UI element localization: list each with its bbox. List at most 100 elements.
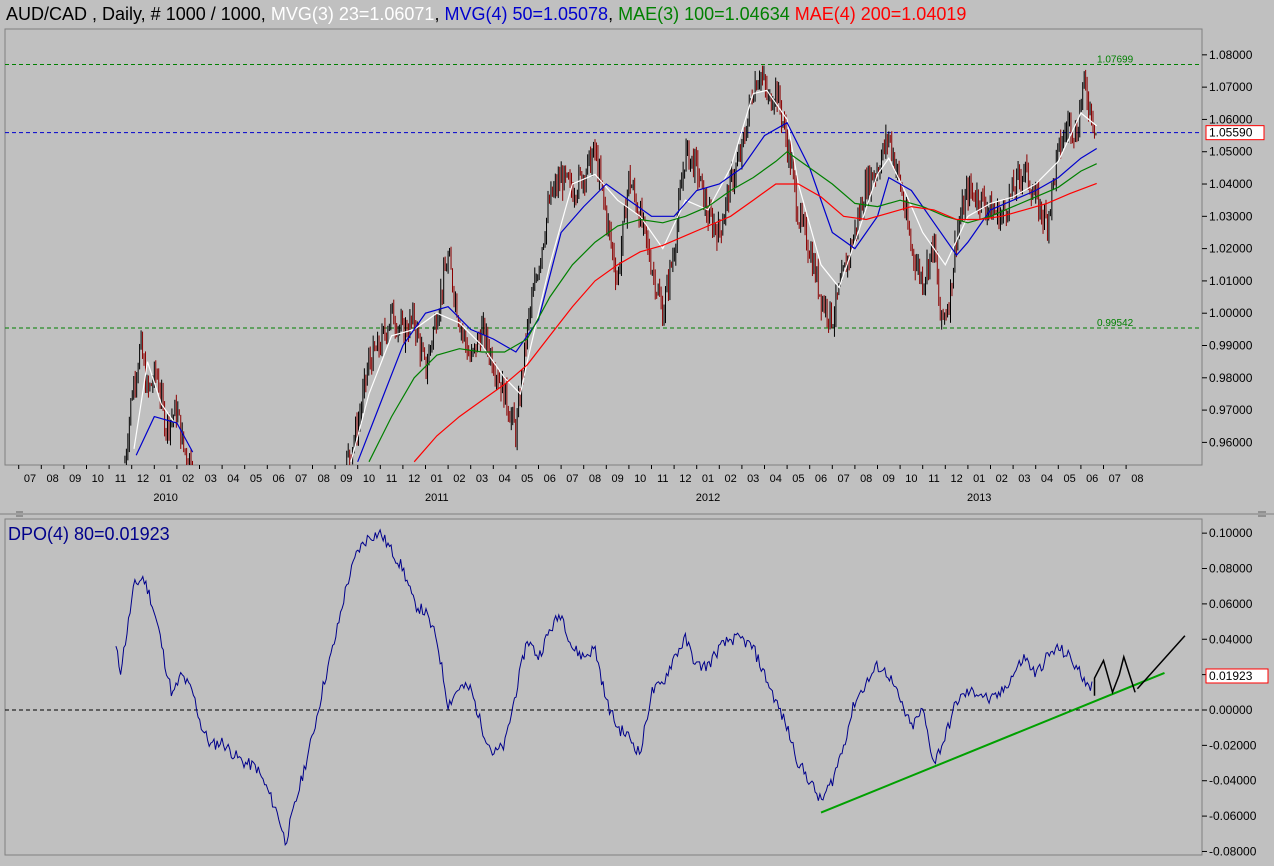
svg-text:AUD/CAD , Daily, # 1000 / 1000: AUD/CAD , Daily, # 1000 / 1000, MVG(3) 2… [6,4,966,24]
month-tick-label: 08 [318,473,330,485]
month-tick-label: 10 [905,473,917,485]
month-tick-label: 02 [724,473,736,485]
month-tick-label: 09 [340,473,352,485]
header-sep-1: , [261,4,266,24]
month-tick-label: 06 [544,473,556,485]
sketch-line [1093,654,1136,696]
dpo-tick-label: 0.08000 [1209,562,1253,576]
dpo-tick-label: -0.08000 [1209,844,1257,858]
price-tick-label: 0.98000 [1209,371,1253,385]
dpo-tick-label: 0.00000 [1209,703,1253,717]
splitter-handle-right-icon [1258,511,1266,517]
month-tick-label: 02 [182,473,194,485]
dpo-tick-label: -0.04000 [1209,774,1257,788]
month-tick-label: 03 [1018,473,1030,485]
moving-averages [133,89,1098,463]
month-tick-label: 09 [611,473,623,485]
month-tick-label: 09 [883,473,895,485]
splitter-handle-left-icon [16,511,23,517]
price-tick-label: 1.04000 [1209,177,1253,191]
price-tick-label: 1.00000 [1209,306,1253,320]
month-tick-label: 07 [837,473,849,485]
dpo-lines [115,528,1186,846]
header-mvg3: MVG(3) 23=1.06071 [271,4,435,24]
level-label: 0.99542 [1097,318,1134,329]
time-axis: 07 08 09 10 11 12 01 02 03 04 05 06 07 08 09 10 11 12 01 02… [18,465,1144,504]
month-tick-label: 05 [250,473,262,485]
price-y-axis: 0.96000 0.97000 0.98000 0.99000 1.00000 1.010… [1202,48,1253,449]
price-tick-label: 1.07000 [1209,80,1253,94]
price-level-lines: 1.07699 0.99542 [5,55,1202,329]
price-tick-label: 1.03000 [1209,209,1253,223]
dpo-title: DPO(4) 80=0.01923 [8,524,170,544]
month-tick-label: 11 [386,473,397,485]
month-tick-label: 05 [521,473,533,485]
month-tick-label: 06 [272,473,284,485]
month-tick-label: 04 [227,473,239,485]
dpo-line [115,528,1093,846]
month-tick-label: 11 [115,473,126,485]
month-tick-label: 08 [46,473,58,485]
month-tick-label: 04 [498,473,510,485]
dpo-tick-label: 0.04000 [1209,632,1253,646]
month-tick-label: 06 [815,473,827,485]
price-tick-label: 0.99000 [1209,339,1253,353]
price-last-tag: 1.05590 [1209,126,1253,140]
price-last-tag-box [1205,125,1265,141]
month-tick-label: 01 [431,473,443,485]
month-tick-label: 03 [747,473,759,485]
header-symbol: AUD/CAD , Daily, # 1000 / 1000 [6,4,261,24]
month-tick-label: 07 [566,473,578,485]
month-tick-label: 08 [860,473,872,485]
dpo-last-tag: 0.01923 [1209,669,1253,683]
month-tick-label: 04 [770,473,782,485]
dpo-tick-label: -0.02000 [1209,738,1257,752]
trendline [820,671,1165,814]
month-tick-label: 08 [589,473,601,485]
month-tick-label: 01 [159,473,171,485]
price-tick-label: 1.06000 [1209,112,1253,126]
month-tick-label: 08 [1131,473,1143,485]
moving-average-line [413,182,1097,463]
sketch-line [1136,635,1186,690]
moving-average-line [357,121,1098,463]
price-panel: 1.07699 0.99542 0.96000 0.97000 0.98000 0.99… [4,4,1265,504]
header-mvg4: MVG(4) 50=1.05078 [444,4,608,24]
dpo-tick-label: 0.06000 [1209,597,1253,611]
header-sep-2: , [434,4,439,24]
month-tick-label: 09 [69,473,81,485]
month-tick-label: 04 [1041,473,1053,485]
price-tick-label: 0.97000 [1209,403,1253,417]
price-level-tags: 1.05590 [1205,125,1265,141]
year-label: 2012 [696,492,720,504]
month-tick-label: 02 [453,473,465,485]
year-label: 2010 [153,492,177,504]
month-tick-label: 11 [928,473,939,485]
month-tick-label: 01 [973,473,985,485]
month-tick-label: 10 [634,473,646,485]
header-mae4: MAE(4) 200=1.04019 [795,4,967,24]
dpo-value-tag: 0.01923 [1205,668,1269,684]
year-label: 2011 [425,492,449,504]
dpo-last-tag-box [1205,668,1269,684]
panel-splitter[interactable] [0,510,1274,518]
dpo-tick-label: 0.10000 [1209,526,1253,540]
month-tick-label: 12 [679,473,691,485]
month-tick-label: 05 [792,473,804,485]
month-tick-label: 06 [1086,473,1098,485]
month-tick-label: 12 [408,473,420,485]
month-tick-label: 11 [657,473,668,485]
header-sep-3: , [608,4,613,24]
month-tick-label: 07 [1109,473,1121,485]
moving-average-line [350,89,1098,462]
year-label: 2013 [967,492,991,504]
level-label: 1.07699 [1097,55,1134,66]
month-tick-label: 03 [205,473,217,485]
month-tick-label: 12 [137,473,149,485]
month-tick-label: 07 [295,473,307,485]
header-mae3: MAE(3) 100=1.04634 [618,4,790,24]
price-tick-label: 1.05000 [1209,145,1253,159]
price-tick-label: 1.08000 [1209,48,1253,62]
